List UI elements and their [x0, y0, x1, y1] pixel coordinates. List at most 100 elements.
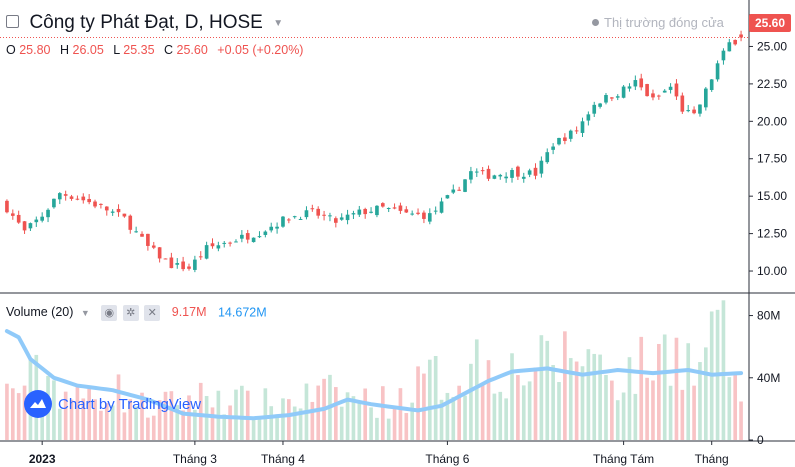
- gear-icon[interactable]: ✲: [122, 305, 139, 321]
- candle-body: [392, 207, 397, 209]
- watermark-text: Chart by TradingView: [58, 395, 202, 413]
- volume-bar: [422, 373, 426, 440]
- candles-layer: [5, 30, 743, 273]
- volume-bar: [269, 406, 274, 440]
- candle-body: [680, 95, 685, 112]
- axis-labels-layer: 25.00 22.50 20.00 17.50 15.00 12.50 10.00 80M 40…: [29, 39, 788, 466]
- volume-bar: [57, 408, 62, 440]
- time-tick-label: Tháng 6: [425, 452, 469, 466]
- market-status: Thị trường đóng cửa: [592, 15, 724, 30]
- candle-body: [486, 168, 491, 179]
- eye-icon[interactable]: ◉: [101, 305, 118, 321]
- volume-bar: [251, 418, 256, 440]
- candle-body: [410, 213, 414, 215]
- volume-bar: [222, 414, 227, 440]
- candle-body: [110, 211, 115, 213]
- candle-body: [604, 95, 608, 103]
- candle-body: [733, 39, 738, 45]
- volume-bar: [486, 360, 491, 440]
- candle-body: [181, 261, 185, 270]
- candle-body: [263, 231, 268, 235]
- candle-body: [287, 219, 291, 221]
- volume-bar: [645, 377, 649, 440]
- candle-body: [709, 79, 714, 90]
- volume-bar: [52, 380, 56, 440]
- candle-body: [615, 96, 620, 98]
- volume-bar: [93, 399, 97, 440]
- candle-body: [715, 63, 720, 80]
- time-tick-label: Tháng: [695, 452, 729, 466]
- candle-body: [639, 78, 644, 88]
- last-price-badge: 25.60: [749, 14, 791, 32]
- ohlc-values: O 25.80 H 26.05 L 25.35 C 25.60 +0.05 (+…: [6, 43, 309, 57]
- volume-bar: [69, 399, 74, 440]
- low-value: 25.35: [123, 43, 155, 57]
- candle-body: [704, 88, 708, 108]
- candle-body: [686, 110, 691, 112]
- volume-bar: [110, 405, 115, 440]
- volume-bar: [592, 353, 597, 440]
- price-tick-label: 22.50: [757, 77, 787, 91]
- change-value: +0.05 (+0.20%): [217, 43, 304, 57]
- volume-bar: [81, 398, 86, 440]
- candle-body: [204, 245, 209, 259]
- candle-body: [175, 263, 180, 265]
- volume-bar: [439, 399, 444, 440]
- candle-body: [40, 216, 44, 221]
- volume-bar: [240, 385, 244, 440]
- volume-bar: [563, 331, 567, 440]
- volume-bar: [704, 347, 708, 440]
- volume-bar: [521, 385, 526, 440]
- candle-body: [568, 130, 573, 139]
- chevron-down-icon[interactable]: ▼: [80, 308, 90, 319]
- volume-bar: [10, 388, 15, 440]
- volume-bar: [181, 410, 185, 440]
- candle-body: [34, 219, 39, 223]
- volume-bar: [568, 358, 573, 440]
- volume-bar: [375, 417, 379, 440]
- volume-bar: [474, 339, 479, 440]
- candle-body: [281, 216, 285, 227]
- candle-body: [228, 242, 232, 244]
- candle-body: [533, 167, 538, 176]
- candle-body: [322, 214, 326, 216]
- watermark[interactable]: Chart by TradingView: [24, 390, 201, 418]
- low-label: L: [113, 43, 120, 57]
- candle-body: [16, 214, 21, 223]
- volume-bar: [386, 418, 391, 440]
- candle-body: [245, 233, 250, 240]
- candle-body: [551, 146, 555, 150]
- candle-body: [369, 211, 373, 213]
- volume-bar: [469, 363, 473, 440]
- volume-bar: [193, 409, 197, 440]
- candle-body: [398, 205, 403, 211]
- volume-bar: [16, 393, 21, 440]
- volume-ma-value: 14.672M: [217, 305, 267, 320]
- candle-body: [598, 103, 602, 107]
- symbol-title[interactable]: Công ty Phát Đạt, D, HOSE: [29, 12, 263, 33]
- candle-body: [339, 217, 344, 220]
- candle-body: [146, 233, 150, 246]
- collapse-icon[interactable]: [6, 14, 19, 28]
- volume-bar: [539, 335, 544, 440]
- candle-body: [651, 93, 655, 98]
- candle-body: [422, 212, 426, 219]
- volume-legend-label[interactable]: Volume (20): [6, 305, 74, 320]
- candle-body: [81, 196, 86, 201]
- candle-body: [416, 212, 420, 214]
- volume-bar: [674, 337, 679, 440]
- open-value: 25.80: [19, 43, 51, 57]
- chevron-down-icon[interactable]: ▼: [273, 17, 284, 29]
- candle-body: [163, 258, 168, 260]
- volume-bar: [604, 375, 608, 440]
- candle-body: [116, 208, 121, 213]
- candle-body: [257, 236, 262, 238]
- close-icon[interactable]: ✕: [144, 305, 161, 321]
- volume-bar: [480, 384, 485, 440]
- volume-bar: [292, 406, 297, 440]
- volume-bar: [363, 388, 368, 440]
- candle-body: [386, 208, 391, 210]
- volume-bar: [551, 365, 555, 440]
- volume-bar: [492, 393, 497, 440]
